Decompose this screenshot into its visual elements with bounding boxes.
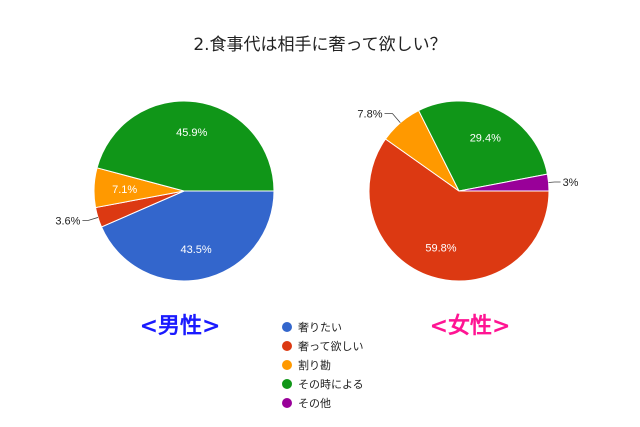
chart-title: 2.食事代は相手に奢って欲しい？ xyxy=(193,35,446,55)
slice-data-label: 45.9% xyxy=(176,127,207,139)
female-label: <女性> xyxy=(430,313,511,339)
slice-data-label: 3.6% xyxy=(55,215,80,227)
male-label: <男性> xyxy=(140,314,221,339)
slice-data-label: 7.1% xyxy=(112,184,137,196)
legend-item: その時による xyxy=(282,378,364,391)
leader-line xyxy=(82,217,99,221)
legend-label: 割り勘 xyxy=(298,358,331,372)
legend: 奢りたい 奢って欲しい 割り勘 その時による その他 xyxy=(282,320,364,410)
slice-data-label: 3% xyxy=(563,177,579,189)
legend-swatch-1 xyxy=(282,341,292,351)
legend-swatch-4 xyxy=(282,398,292,408)
pie-slice xyxy=(368,138,550,282)
slice-data-label: 43.5% xyxy=(181,244,212,256)
legend-label: その時による xyxy=(298,378,364,391)
legend-swatch-3 xyxy=(282,379,292,389)
legend-item: その他 xyxy=(282,397,331,410)
legend-label: 奢って欲しい xyxy=(298,339,363,353)
legend-swatch-0 xyxy=(282,322,292,332)
legend-label: 奢りたい xyxy=(298,320,342,334)
leader-line xyxy=(384,113,401,124)
pie-slice xyxy=(96,100,275,192)
slice-data-label: 59.8% xyxy=(425,243,456,255)
slice-data-label: 7.8% xyxy=(357,109,382,121)
male-pie-chart: 43.5% 3.6% 7.1% 45.9% xyxy=(55,100,275,282)
legend-item: 奢りたい xyxy=(282,320,342,334)
leader-line xyxy=(548,181,561,183)
female-pie-chart: 59.8% 7.8% 29.4% 3% xyxy=(357,100,579,282)
legend-item: 割り勘 xyxy=(282,358,331,372)
legend-item: 奢って欲しい xyxy=(282,339,363,353)
legend-label: その他 xyxy=(298,397,331,410)
slice-data-label: 29.4% xyxy=(470,133,501,145)
legend-swatch-2 xyxy=(282,360,292,370)
pie-slice xyxy=(100,190,275,282)
pie-slice xyxy=(417,100,548,192)
